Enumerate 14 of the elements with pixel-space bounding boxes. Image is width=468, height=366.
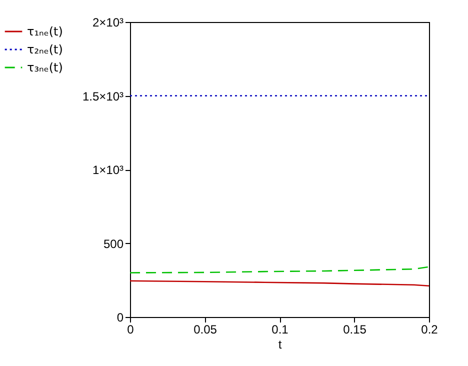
y-tick-label: 2×10³ [92,16,124,30]
y-tick-label: 0 [116,310,124,324]
y-tick-label: 500 [103,236,124,251]
y-tick-label: 1.5×10³ [82,89,124,104]
legend-label: τ₁ₙₑ(t) [27,24,63,38]
x-tick-label: 0.1 [272,322,289,336]
x-tick-label: 0.15 [343,322,367,336]
legend-label: τ₃ₙₑ(t) [27,60,63,74]
x-tick-label: 0.2 [421,322,438,336]
x-axis-title: t [278,338,282,352]
y-tick-label: 1×10³ [92,163,124,177]
x-tick-label: 0.05 [194,322,218,336]
legend-label: τ₂ₙₑ(t) [27,42,63,56]
x-tick-label: 0 [127,322,134,336]
